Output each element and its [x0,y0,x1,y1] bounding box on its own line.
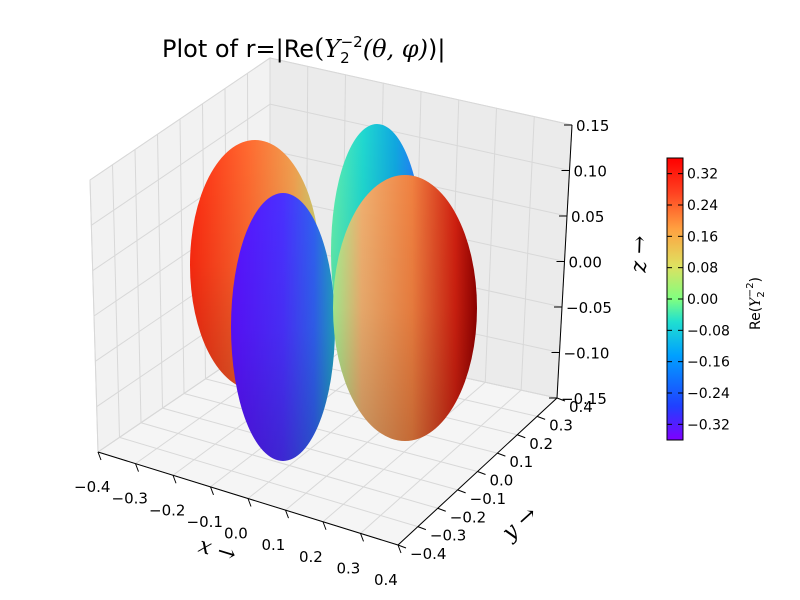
y-tick-label: 0.0 [490,472,514,490]
colorbar-tick-label: 0.08 [687,261,718,277]
y-tick-label: 0.1 [509,453,533,471]
title-sub: 2 [340,49,350,67]
colorbar: 0.32 0.24 0.16 0.08 0.00 −0.08 −0.16 −0.24 −0.32… [666,157,767,441]
x-tick-labels: −0.4−0.3−0.2−0.10.0 0.1 0.2 0.3 0.4 [74,478,398,589]
colorbar-tick-label: 0.16 [687,229,718,245]
title-args: (θ, φ) [363,35,428,63]
tick-marks [97,124,572,554]
colorbar-tick-label: −0.32 [687,417,730,433]
colorbar-tick-label: −0.16 [687,355,730,371]
y-tick-label: 0.4 [569,398,593,416]
z-tick-label: −0.15 [561,390,607,408]
title-open-paren: ( [314,34,324,64]
y-tick-label: −0.2 [450,508,486,526]
y-tick-labels: −0.4−0.3−0.2−0.10.00.10.20.30.4 [410,398,593,563]
y-axis-label: y → [497,502,543,547]
z-axis-label: z → [627,235,653,274]
z-tick-labels: 0.15 0.10 0.05 0.00 −0.05 −0.10 −0.15 [561,117,612,408]
title-sup: −2 [341,33,363,51]
colorbar-label: Re(Y2−2) [745,277,767,330]
title-suffix: )| [428,35,445,63]
y-tick-label: −0.4 [410,545,446,563]
colorbar-tick-label: 0.32 [687,167,718,183]
z-tick-label: 0.05 [571,208,604,226]
lobe-front-left [231,193,335,461]
z-tick-label: 0.10 [574,163,607,181]
colorbar-tick-label: 0.00 [687,292,718,308]
y-tick-label: 0.3 [549,416,573,434]
colorbar-ticks: 0.32 0.24 0.16 0.08 0.00 −0.08 −0.16 −0.24 −0.32 [667,167,730,433]
colorbar-tick-label: 0.24 [687,198,718,214]
x-tick-label: 0.0 [224,525,248,543]
x-tick-label: −0.4 [74,478,110,496]
z-tick-label: 0.15 [576,117,609,135]
title-prefix: Plot of r=|Re [162,35,314,63]
z-tick-label: −0.05 [566,299,612,317]
x-tick-label: 0.4 [374,571,398,589]
colorbar-tick-label: −0.08 [687,323,730,339]
z-tick-label: −0.10 [564,345,610,363]
colorbar-tick-label: −0.24 [687,386,730,402]
y-tick-label: −0.3 [430,527,466,545]
x-tick-label: 0.3 [337,559,361,577]
x-tick-label: −0.1 [187,513,223,531]
x-tick-label: 0.1 [262,536,286,554]
z-tick-label: 0.00 [569,254,602,272]
title-func: Y [324,35,342,63]
x-tick-label: −0.2 [149,501,185,519]
y-tick-label: 0.2 [529,435,553,453]
lobe-front-right [333,175,477,441]
y-tick-label: −0.1 [470,490,506,508]
x-tick-label: −0.3 [112,490,148,508]
surface [190,124,477,461]
chart-title: Plot of r=|Re(Y2−2(θ, φ))| [162,33,445,67]
x-tick-label: 0.2 [299,548,323,566]
